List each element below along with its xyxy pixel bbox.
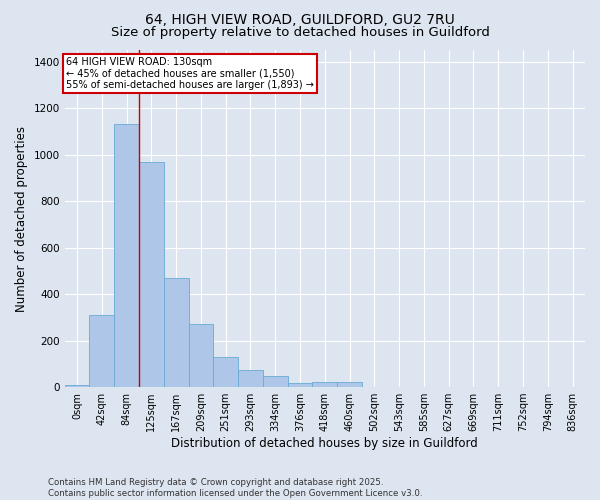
Bar [65,385,89,387]
Text: 64, HIGH VIEW ROAD, GUILDFORD, GU2 7RU: 64, HIGH VIEW ROAD, GUILDFORD, GU2 7RU [145,12,455,26]
Bar [89,315,114,387]
Bar [188,324,214,387]
Bar [313,382,337,387]
Text: 64 HIGH VIEW ROAD: 130sqm
← 45% of detached houses are smaller (1,550)
55% of se: 64 HIGH VIEW ROAD: 130sqm ← 45% of detac… [66,57,314,90]
Bar [164,278,188,387]
Bar [337,382,362,387]
X-axis label: Distribution of detached houses by size in Guildford: Distribution of detached houses by size … [172,437,478,450]
Bar [139,162,164,387]
Bar [114,124,139,387]
Bar [238,370,263,387]
Bar [287,383,313,387]
Bar [263,376,287,387]
Text: Contains HM Land Registry data © Crown copyright and database right 2025.
Contai: Contains HM Land Registry data © Crown c… [48,478,422,498]
Text: Size of property relative to detached houses in Guildford: Size of property relative to detached ho… [110,26,490,39]
Bar [214,357,238,387]
Y-axis label: Number of detached properties: Number of detached properties [15,126,28,312]
